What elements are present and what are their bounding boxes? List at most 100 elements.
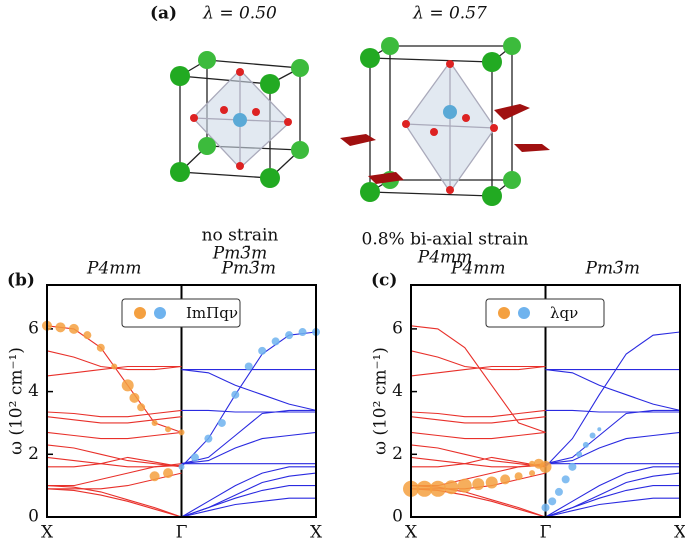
weight-marker	[500, 474, 511, 485]
branch-title: P4mm	[450, 259, 506, 279]
space-group: P4mm	[417, 248, 473, 268]
branch-title: P4mm	[86, 259, 142, 279]
band	[46, 456, 182, 468]
x-tick-label: X	[674, 523, 685, 542]
legend-swatch	[154, 307, 166, 319]
weight-marker	[178, 463, 185, 470]
weight-marker	[539, 460, 552, 473]
x-tick-label: X	[41, 523, 54, 542]
band	[545, 409, 680, 465]
axes-frame	[46, 284, 317, 518]
weight-marker	[271, 337, 280, 346]
band	[181, 369, 317, 411]
band	[410, 456, 546, 468]
band	[181, 409, 316, 465]
panel-label: (b)	[7, 271, 35, 291]
band	[410, 444, 546, 468]
weight-marker	[554, 487, 563, 496]
crystal-tetragonal	[340, 37, 550, 206]
lambda-label: λ = 0.57	[412, 4, 487, 24]
weight-marker	[55, 322, 66, 333]
band	[545, 331, 681, 468]
band	[545, 431, 681, 465]
weight-marker	[129, 392, 140, 403]
band	[46, 416, 182, 424]
weight-marker	[83, 331, 92, 340]
weight-marker	[582, 441, 589, 448]
weight-marker	[96, 343, 105, 352]
y-tick-label: 0	[392, 507, 403, 527]
band	[545, 466, 680, 518]
dispersion-chart: (b) P4mm Pm3̄m ω (10² cm⁻¹) 0 2 4 6 X Γ X ImΠqν	[7, 259, 323, 542]
y-tick-label: 0	[28, 507, 39, 527]
weight-marker	[137, 403, 146, 412]
weight-marker	[576, 451, 583, 458]
band	[410, 431, 546, 440]
weight-marker	[258, 346, 267, 355]
weight-marker	[457, 478, 472, 493]
weight-marker	[568, 462, 577, 471]
legend-swatch	[518, 307, 530, 319]
band	[410, 416, 546, 424]
band	[545, 472, 681, 518]
weight-marker	[190, 453, 199, 462]
weight-marker	[178, 429, 185, 436]
weight-marker	[416, 480, 433, 497]
band	[46, 409, 182, 418]
y-axis-label: ω (10² cm⁻¹)	[7, 347, 27, 455]
weight-marker	[217, 418, 226, 427]
band	[47, 456, 182, 468]
weight-marker	[163, 468, 174, 479]
weight-marker	[529, 470, 536, 477]
weight-marker	[541, 503, 550, 512]
y-tick-label: 2	[392, 444, 403, 464]
panel-label: (a)	[150, 4, 177, 24]
y-tick-label: 6	[28, 318, 39, 338]
legend-box	[121, 298, 241, 328]
weight-marker	[597, 427, 602, 432]
legend-swatch	[498, 307, 510, 319]
band	[46, 444, 182, 468]
band	[47, 463, 182, 487]
band	[181, 331, 317, 468]
band	[410, 365, 546, 377]
band	[181, 466, 316, 518]
structure-caption: 0.8% bi-axial strain	[362, 230, 529, 250]
y-tick-label: 6	[392, 318, 403, 338]
legend-swatch	[134, 307, 146, 319]
weight-marker	[165, 426, 172, 433]
x-tick-label: X	[310, 523, 323, 542]
band	[181, 497, 316, 518]
axes-frame	[410, 284, 681, 518]
lambda-label: λ = 0.50	[202, 4, 277, 24]
weight-marker	[529, 460, 536, 467]
legend-label: ImΠqν	[186, 304, 238, 322]
y-tick-label: 4	[392, 381, 403, 401]
weight-marker	[514, 472, 523, 481]
y-axis-label: ω (10² cm⁻¹)	[371, 347, 391, 455]
legend-label: λqν	[550, 304, 578, 322]
band	[411, 456, 546, 468]
y-tick-label: 4	[28, 381, 39, 401]
weight-marker	[429, 480, 446, 497]
band	[181, 431, 317, 465]
weight-marker	[244, 362, 253, 371]
band	[545, 409, 680, 413]
x-tick-label: X	[405, 523, 418, 542]
weight-marker	[561, 475, 570, 484]
weight-marker	[444, 480, 459, 495]
crystal-cubic	[170, 51, 309, 188]
x-tick-label: Γ	[540, 523, 552, 542]
band	[46, 431, 182, 440]
x-tick-label: Γ	[176, 523, 188, 542]
weight-marker	[548, 497, 557, 506]
band	[410, 325, 546, 433]
weight-marker	[589, 432, 596, 439]
y-tick-label: 2	[28, 444, 39, 464]
weight-marker	[204, 434, 213, 443]
band	[181, 409, 316, 413]
weight-marker	[151, 419, 158, 426]
band	[545, 369, 681, 411]
weight-marker	[121, 379, 134, 392]
